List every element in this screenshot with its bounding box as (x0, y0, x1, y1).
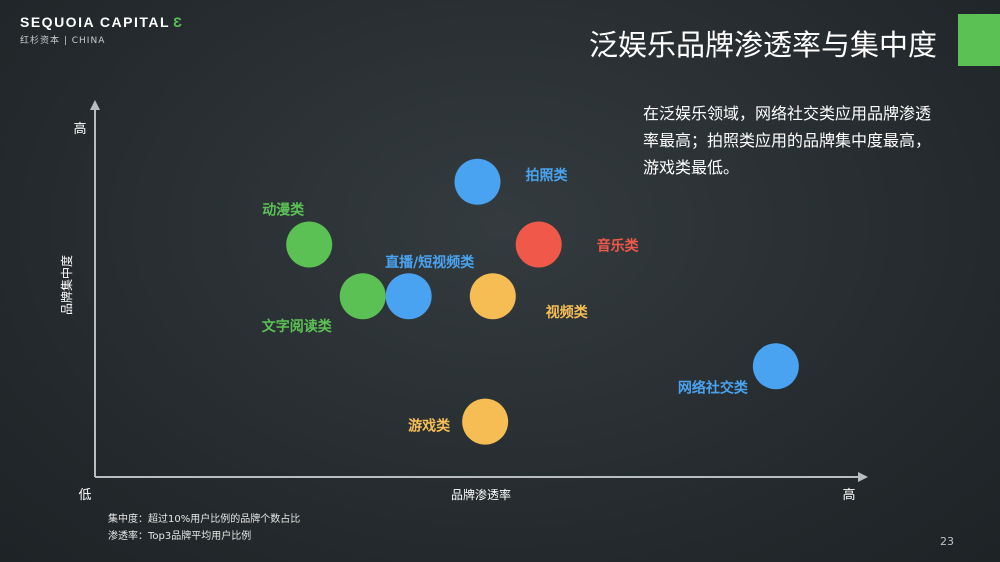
x-axis-low-label: 低 (78, 488, 91, 503)
footnote-penetration: 渗透率：Top3品牌平均用户比例 (108, 531, 252, 542)
data-label-6: 网络社交类 (678, 379, 749, 396)
page-title: 泛娱乐品牌渗透率与集中度 (588, 28, 937, 62)
accent-block (958, 14, 1000, 66)
data-label-1: 动漫类 (262, 202, 305, 219)
logo-text: SEQUOIA CAPITAL (20, 14, 171, 30)
footnote-concentration: 集中度：超过10%用户比例的品牌个数占比 (108, 514, 301, 525)
data-label-4: 直播/短视频类 (385, 254, 475, 271)
data-label-0: 拍照类 (526, 167, 569, 184)
data-label-2: 音乐类 (597, 238, 640, 255)
data-point-6 (752, 343, 799, 390)
logo-mark-icon: Ɛ (173, 14, 184, 30)
x-axis-title: 品牌渗透率 (451, 487, 511, 502)
data-point-1 (286, 221, 333, 268)
logo-subtitle: 红杉资本 | CHINA (20, 36, 106, 46)
y-axis-arrow-icon (90, 100, 100, 110)
logo-name: SEQUOIA CAPITAL Ɛ (20, 14, 183, 30)
y-axis-title: 品牌集中度 (59, 255, 74, 315)
data-label-7: 游戏类 (408, 418, 451, 435)
page-number: 23 (940, 535, 954, 548)
data-point-2 (515, 221, 562, 268)
data-point-5 (469, 273, 516, 320)
data-label-5: 视频类 (546, 304, 589, 321)
x-axis-high-label: 高 (842, 487, 855, 503)
data-point-7 (462, 398, 509, 445)
data-point-0 (454, 158, 501, 205)
data-point-3 (339, 273, 386, 320)
brand-logo: SEQUOIA CAPITAL Ɛ 红杉资本 | CHINA (20, 14, 183, 46)
y-axis-high-label: 高 (73, 121, 86, 137)
data-label-3: 文字阅读类 (262, 318, 333, 335)
summary-text: 在泛娱乐领域，网络社交类应用品牌渗透率最高；拍照类应用的品牌集中度最高，游戏类最… (643, 104, 932, 177)
x-axis-arrow-icon (858, 472, 868, 482)
data-point-4 (385, 273, 432, 320)
